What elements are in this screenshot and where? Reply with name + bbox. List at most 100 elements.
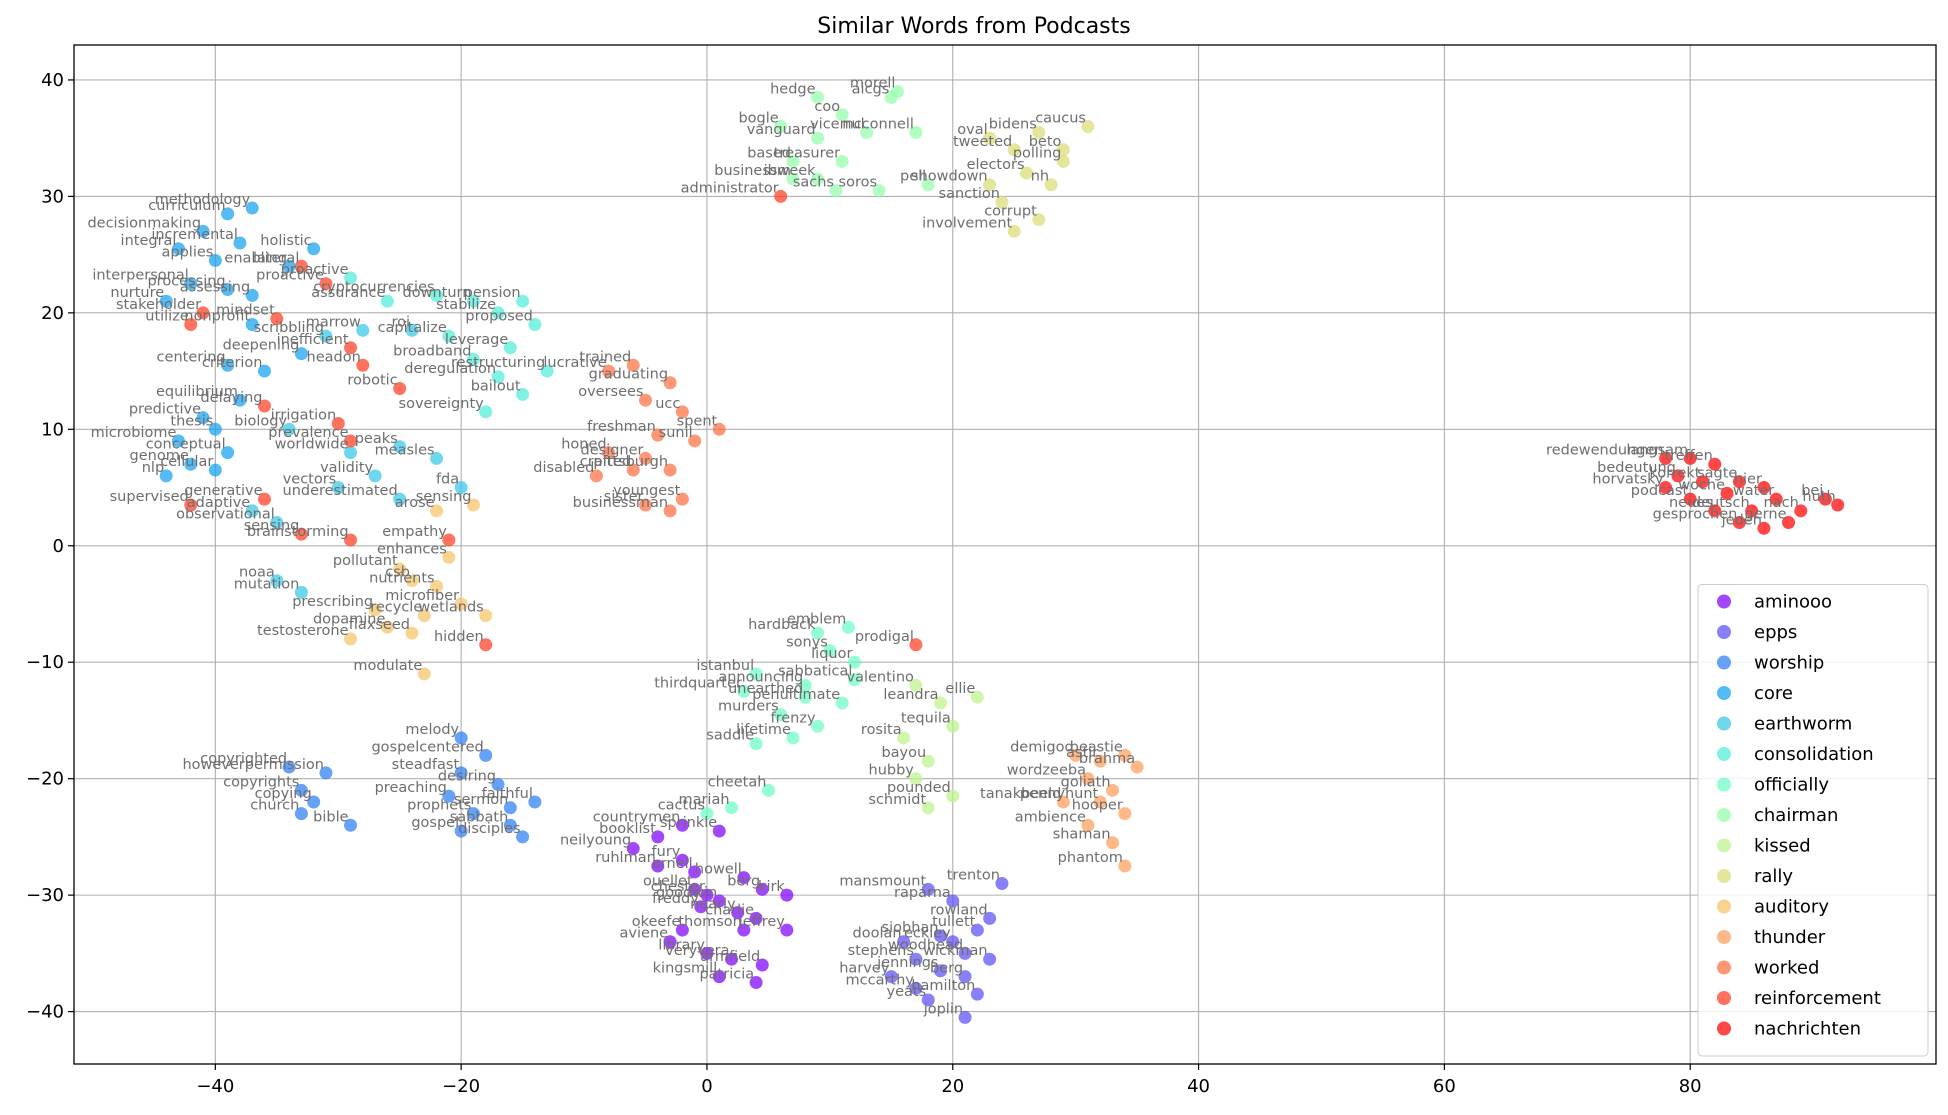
x-tick-label: −20 [442,1076,480,1097]
data-point [503,818,517,832]
legend-label: epps [1754,622,1797,643]
point-label: nh [1031,169,1049,185]
point-label: water [1733,483,1774,499]
data-point [503,801,517,815]
data-point [663,463,677,477]
point-label: hamilton [911,978,975,994]
data-point [479,638,493,652]
point-label: cactus [658,798,705,814]
data-point [841,620,855,634]
data-point [294,347,308,361]
point-label: headon [307,349,361,365]
point-label: thomson [678,914,742,930]
point-label: processing [147,274,225,290]
point-label: showdown [911,169,988,185]
chart-title: Similar Words from Podcasts [817,14,1130,39]
data-point [368,603,382,617]
data-point [294,585,308,599]
point-label: korrekt [1649,466,1700,482]
data-point [331,416,345,430]
point-label: proactive [281,262,349,278]
data-point [258,492,272,506]
data-point [294,527,308,541]
data-point [786,154,800,168]
data-point [1708,457,1722,471]
data-point [921,754,935,768]
point-label: methodology [155,192,251,208]
data-point [319,329,333,343]
legend-label: rally [1754,866,1793,887]
y-tick-label: −30 [26,885,64,906]
data-point [491,778,505,792]
point-label: hooper [1072,798,1123,814]
point-label: raparna [894,885,951,901]
point-label: langsam [1626,442,1688,458]
point-label: biology [234,413,287,429]
data-point [884,970,898,984]
data-point [208,463,222,477]
data-point [344,434,358,448]
data-point [651,830,665,844]
data-point [694,900,708,914]
data-point [258,364,272,378]
point-label: bible [313,809,348,825]
data-point [890,85,904,99]
legend-label: reinforcement [1754,988,1881,1009]
point-label: bidens [989,116,1037,132]
y-tick-label: 40 [41,70,64,91]
point-label: fury [652,844,681,860]
point-label: bailout [471,378,521,394]
data-point [774,189,788,203]
point-label: preaching [375,780,447,796]
point-label: proactive [256,268,324,284]
data-point [331,481,345,495]
point-label: nonprofit [184,308,250,324]
point-label: mansmount [839,873,926,889]
point-label: church [250,798,299,814]
point-label: harvey [839,961,890,977]
point-label: kirk [758,879,785,895]
data-point [626,358,640,372]
point-label: curriculum [148,198,225,214]
point-label: yeats [887,984,927,1000]
x-tick-label: 20 [941,1076,964,1097]
point-label: pension [464,285,521,301]
point-label: sister [604,489,644,505]
point-label: modulate [353,658,422,674]
data-point [675,923,689,937]
point-label: restructuring [451,355,545,371]
point-label: gerne [1745,506,1787,522]
data-point [294,783,308,797]
data-point [442,789,456,803]
legend-marker [1717,625,1731,639]
data-point [639,393,653,407]
point-label: graduating [589,367,668,383]
point-label: genome [130,448,189,464]
data-point [712,970,726,984]
point-label: shaman [1053,827,1111,843]
point-label: prodigal [855,629,914,645]
data-point [184,277,198,291]
data-point [921,178,935,192]
x-tick-label: 0 [701,1076,712,1097]
point-label: irrigation [271,407,337,423]
data-point [780,923,794,937]
point-label: underestimated [283,483,398,499]
data-point [1081,120,1095,134]
data-point [921,801,935,815]
data-point [774,708,788,722]
point-label: stakeholder [116,297,201,313]
point-label: downturn [403,285,472,301]
data-point [1818,492,1832,506]
data-point [491,370,505,384]
point-label: testosterone [257,623,349,639]
data-point [811,172,825,186]
point-label: inefficient [277,332,349,348]
data-point [651,859,665,873]
point-label: rowland [930,902,988,918]
data-point [626,463,640,477]
point-label: treffen [1664,448,1712,464]
data-point [221,207,235,221]
point-label: pounded [887,780,951,796]
